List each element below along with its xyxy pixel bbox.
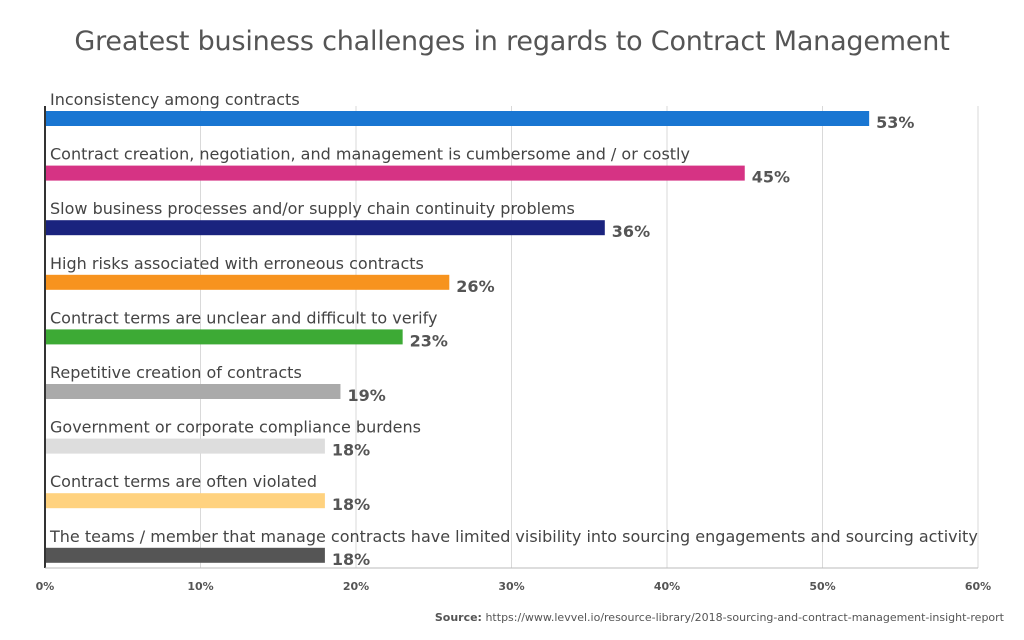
category-label: Contract terms are often violated — [50, 472, 317, 491]
bar — [45, 329, 403, 345]
bar-row: Contract creation, negotiation, and mana… — [45, 145, 790, 187]
value-label: 45% — [752, 168, 790, 187]
category-label: Slow business processes and/or supply ch… — [50, 199, 575, 218]
x-tick-label: 50% — [809, 580, 835, 593]
x-tick-label: 20% — [343, 580, 369, 593]
bar — [45, 384, 341, 399]
x-tick-label: 10% — [187, 580, 213, 593]
value-label: 18% — [332, 441, 370, 460]
bar — [45, 220, 605, 236]
source-note: Source: https://www.levvel.io/resource-l… — [435, 611, 1004, 624]
value-label: 23% — [410, 331, 448, 350]
bar — [45, 547, 325, 563]
x-axis: 0% 10% 20% 30% 40% 50% 60% — [36, 106, 991, 593]
value-label: 19% — [347, 386, 385, 405]
x-tick-label: 0% — [36, 580, 55, 593]
value-label: 18% — [332, 495, 370, 514]
category-label: Repetitive creation of contracts — [50, 363, 302, 382]
category-label: Contract creation, negotiation, and mana… — [50, 145, 690, 164]
chart-title: Greatest business challenges in regards … — [74, 26, 950, 57]
category-label: The teams / member that manage contracts… — [49, 527, 978, 546]
x-tick-label: 30% — [498, 580, 524, 593]
bar — [45, 438, 325, 454]
bar-row: Contract terms are unclear and difficult… — [45, 308, 448, 350]
bars: Inconsistency among contracts 53% Contract… — [45, 90, 978, 569]
category-label: Inconsistency among contracts — [50, 90, 300, 109]
value-label: 26% — [456, 277, 494, 296]
bar-row: High risks associated with erroneous con… — [45, 254, 495, 296]
value-label: 53% — [876, 113, 914, 132]
bar-row: Contract terms are often violated 18% — [45, 472, 370, 514]
bar — [45, 165, 745, 181]
category-label: Government or corporate compliance burde… — [50, 418, 421, 437]
category-label: High risks associated with erroneous con… — [50, 254, 424, 273]
source-url: https://www.levvel.io/resource-library/2… — [481, 611, 1004, 624]
bar — [45, 111, 870, 126]
source-label: Source: — [434, 611, 482, 624]
x-tick-label: 40% — [654, 580, 680, 593]
bar — [45, 493, 325, 509]
bar-row: Inconsistency among contracts 53% — [45, 90, 914, 132]
value-label: 36% — [612, 222, 650, 241]
category-label: Contract terms are unclear and difficult… — [50, 308, 437, 327]
x-tick-label: 60% — [965, 580, 991, 593]
value-label: 18% — [332, 550, 370, 569]
bar — [45, 274, 450, 290]
bar-row: Repetitive creation of contracts 19% — [45, 363, 386, 405]
bar-row: Slow business processes and/or supply ch… — [45, 199, 650, 241]
bar-row: Government or corporate compliance burde… — [45, 418, 421, 460]
bar-row: The teams / member that manage contracts… — [45, 527, 978, 569]
